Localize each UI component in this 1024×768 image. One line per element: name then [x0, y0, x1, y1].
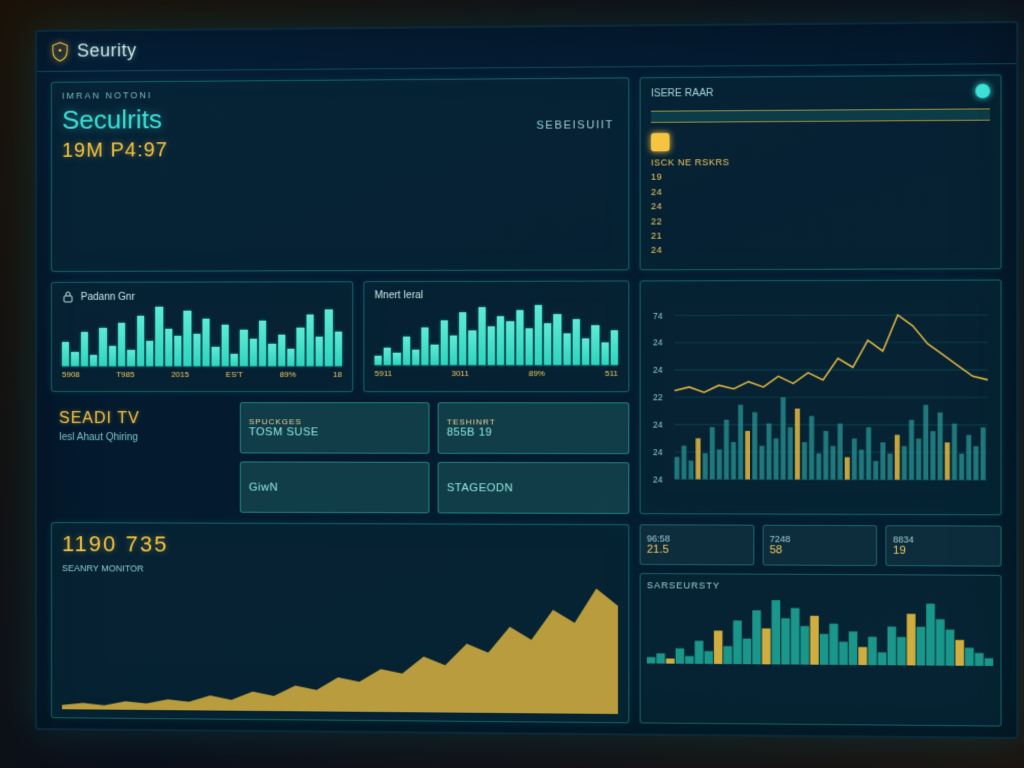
chart1-xticks: 5908T9852015ES'T89%18 [62, 370, 342, 379]
mini-tile-0[interactable]: 96:58 21.5 [640, 524, 754, 565]
area-svg [62, 579, 618, 714]
svg-text:24: 24 [653, 365, 663, 375]
svg-text:24: 24 [653, 420, 663, 430]
line-chart-svg: 74 24 24 22 24 24 24 [649, 289, 992, 506]
hero-overline: IMRAN NOTONI [62, 87, 618, 101]
chart2-bars [375, 305, 618, 366]
hero-metric: 19M P4:97 [62, 136, 618, 163]
kpi-tile-2[interactable]: GiwN [240, 461, 430, 513]
tile-label: 96:58 [647, 533, 747, 544]
status-heading: ISERE RAAR [651, 87, 714, 99]
kpi-header-big: SEADI TV [59, 410, 224, 428]
kpi-value: GiwN [249, 481, 420, 494]
kpi-tile-1[interactable]: TESHINRT 855B 19 [438, 402, 630, 454]
kpi-value: STAGEODN [447, 482, 620, 495]
hero-title: Seculrits [62, 101, 618, 136]
bar-chart-1: Padann Gnr 5908T9852015ES'T89%18 [51, 281, 353, 392]
mini-tile-1[interactable]: 7248 58 [762, 525, 877, 566]
kpi-label: SPUCKGES [249, 417, 420, 426]
mini-tile-2[interactable]: 8834 19 [886, 525, 1002, 566]
kpi-value: TOSM SUSE [249, 426, 420, 438]
kpi-tile-3[interactable]: STAGEODN [438, 462, 630, 514]
line-chart-panel: 74 24 24 22 24 24 24 [640, 280, 1002, 516]
svg-text:22: 22 [653, 392, 663, 402]
svg-text:24: 24 [653, 474, 663, 484]
status-panel: ISERE RAAR ISCK NE RSKRS192424222124 [640, 74, 1002, 270]
lock-icon [62, 291, 74, 303]
right-tiles: 96:58 21.5 7248 58 8834 19 SARSEURSTY [640, 524, 1002, 726]
kpi-header-small: Iesl Ahaut Qhiring [59, 432, 224, 443]
tile-value: 58 [770, 544, 871, 557]
bottom-panel: 1190 735 SEANRY MONITOR [51, 522, 629, 723]
kpi-tile-0[interactable]: SPUCKGES TOSM SUSE [240, 402, 430, 454]
bottom-sub: SEANRY MONITOR [62, 563, 618, 576]
status-list: ISCK NE RSKRS192424222124 [651, 153, 990, 261]
dashboard-screen: Seurity IMRAN NOTONI Seculrits 19M P4:97… [35, 21, 1018, 739]
kpi-label: TESHINRT [447, 417, 620, 426]
bar-chart-2: Mnert Ieral 5911301189%511 [363, 280, 629, 392]
header-title: Seurity [77, 40, 137, 62]
chart2-xticks: 5911301189%511 [375, 369, 618, 378]
area-chart [62, 579, 618, 714]
shield-icon [51, 41, 69, 61]
spark-panel: SARSEURSTY [640, 573, 1002, 727]
spark-svg [647, 592, 994, 666]
hero-flag: SEBEISUIIT [536, 119, 614, 132]
chart1-title: Padann Gnr [81, 291, 135, 302]
svg-text:24: 24 [653, 447, 663, 457]
tile-label: 8834 [893, 534, 994, 545]
kpi-grid: SEADI TV Iesl Ahaut Qhiring SPUCKGES TOS… [51, 402, 629, 514]
chart1-bars [62, 306, 342, 367]
chart2-title: Mnert Ieral [375, 290, 618, 302]
status-square-icon [651, 133, 670, 151]
svg-text:24: 24 [653, 338, 663, 348]
kpi-header: SEADI TV Iesl Ahaut Qhiring [51, 402, 232, 513]
status-divider [651, 108, 990, 123]
bottom-metric: 1190 735 [62, 531, 618, 560]
svg-text:74: 74 [653, 310, 663, 320]
tile-value: 21.5 [647, 544, 747, 557]
tile-value: 19 [893, 545, 994, 558]
tile-label: 7248 [770, 534, 871, 545]
hero-panel: IMRAN NOTONI Seculrits 19M P4:97 SEBEISU… [51, 77, 629, 272]
kpi-value: 855B 19 [447, 426, 620, 438]
spark-title: SARSEURSTY [647, 580, 994, 592]
status-dot-icon [975, 84, 990, 98]
